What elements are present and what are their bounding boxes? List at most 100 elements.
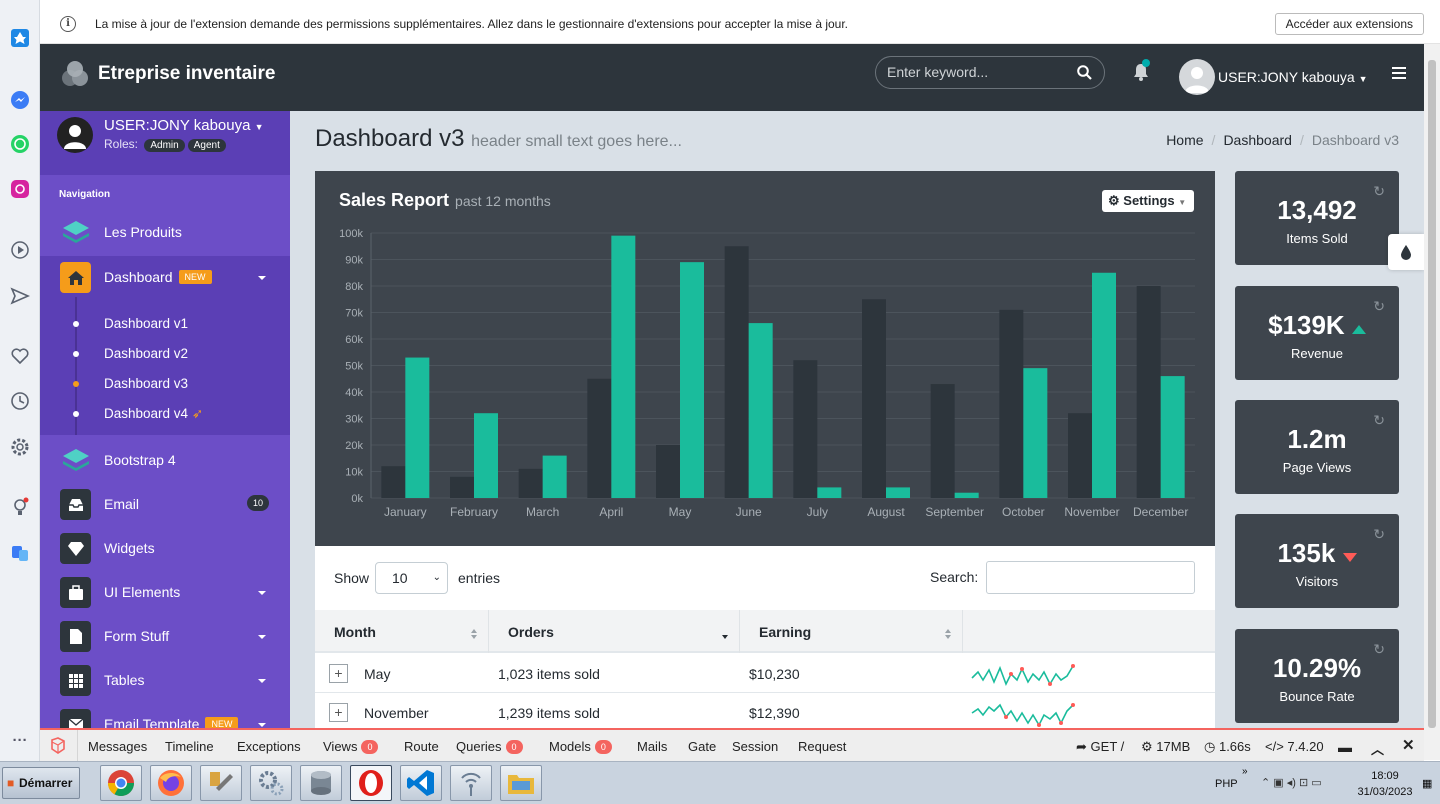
sidebar-item-widgets[interactable]: Widgets — [40, 527, 290, 569]
refresh-icon[interactable]: ↻ — [1373, 183, 1385, 199]
messenger-icon[interactable] — [10, 90, 30, 110]
cell-orders: 1,023 items sold — [498, 666, 600, 682]
sidebar-item-ui-elements[interactable]: UI Elements — [40, 571, 290, 613]
expand-row-icon[interactable]: + — [329, 703, 348, 722]
sidebar-profile[interactable]: USER:JONY kabouya ▼ Roles: Admin Agent — [40, 111, 290, 175]
player-icon[interactable] — [10, 240, 30, 260]
debug-tab-mails[interactable]: Mails — [637, 739, 668, 754]
opera-app[interactable] — [350, 765, 392, 801]
debug-tab-queries[interactable]: Queries 0 — [456, 739, 523, 754]
refresh-icon[interactable]: ↻ — [1373, 526, 1385, 542]
sidebar-item-dashboard[interactable]: Dashboard NEW — [40, 256, 290, 298]
vscode-app[interactable] — [400, 765, 442, 801]
new-badge: NEW — [178, 270, 212, 284]
debug-tab-session[interactable]: Session — [732, 739, 779, 754]
sidebar-item-bootstrap[interactable]: Bootstrap 4 — [40, 439, 290, 481]
submenu-dashboard-v2[interactable]: Dashboard v2 — [104, 346, 189, 361]
refresh-icon[interactable]: ↻ — [1373, 412, 1385, 428]
whatsapp-icon[interactable] — [10, 134, 30, 154]
code-icon: </> — [1265, 739, 1284, 754]
more-icon[interactable]: ··· — [12, 731, 28, 749]
bar-october-series-2 — [1023, 368, 1048, 498]
sidebar-item-form-stuff[interactable]: Form Stuff — [40, 615, 290, 657]
theme-panel-toggle[interactable] — [1388, 234, 1424, 270]
clock-date: 31/03/2023 — [1357, 786, 1413, 798]
menu-toggle-icon[interactable] — [1392, 66, 1406, 80]
sort-icon[interactable] — [471, 629, 477, 639]
x-tick-label: June — [736, 505, 762, 519]
gear-icon: ⚙ — [1108, 193, 1120, 208]
language-indicator[interactable]: PHP — [1215, 778, 1238, 790]
heart-icon[interactable] — [10, 346, 30, 366]
database-app[interactable] — [300, 765, 342, 801]
tips-lightbulb-icon[interactable] — [10, 497, 30, 517]
table-row[interactable]: + May 1,023 items sold $10,230 — [315, 654, 1215, 693]
wifi-icon — [461, 772, 481, 796]
submenu-dashboard-v4[interactable]: Dashboard v4 ➶ — [104, 406, 203, 422]
debug-tab-gate[interactable]: Gate — [688, 739, 717, 754]
column-header-month[interactable]: Month — [334, 624, 376, 640]
header-search-input[interactable] — [887, 64, 1077, 80]
notifications-bell-icon[interactable] — [1133, 63, 1149, 81]
tools-app[interactable] — [200, 765, 242, 801]
tray-icons[interactable]: ⌃ ▣ ◂) ⊡ ▭ — [1261, 777, 1322, 789]
sidebar-item-email-template[interactable]: Email Template NEW — [40, 703, 290, 728]
settings-dropdown-button[interactable]: ⚙ Settings ▼ — [1102, 190, 1194, 212]
chrome-app[interactable] — [100, 765, 142, 801]
sidebar-item-tables[interactable]: Tables — [40, 659, 290, 701]
refresh-icon[interactable]: ↻ — [1373, 298, 1385, 314]
tray-expand-icon[interactable]: » — [1242, 766, 1248, 777]
breadcrumb-home[interactable]: Home — [1166, 132, 1204, 148]
expand-row-icon[interactable]: + — [329, 664, 348, 683]
tray-clock[interactable]: 18:09 31/03/2023 — [1350, 768, 1420, 800]
user-avatar[interactable] — [1179, 59, 1215, 95]
sidebar-item-produits[interactable]: Les Produits — [40, 211, 290, 253]
debug-tab-timeline[interactable]: Timeline — [165, 739, 214, 754]
maximize-chevron-up-icon[interactable]: ︿ — [1371, 742, 1385, 757]
open-folder-icon[interactable]: ▬ — [1338, 739, 1352, 755]
page-title-text: Dashboard v3 — [315, 125, 465, 152]
table-search-input[interactable] — [986, 561, 1195, 594]
roles-label: Roles: — [104, 137, 139, 151]
start-button[interactable]: ■ Démarrer — [2, 767, 80, 799]
column-header-earning[interactable]: Earning — [759, 624, 812, 640]
submenu-dashboard-v3[interactable]: Dashboard v3 — [104, 376, 189, 391]
search-icon[interactable] — [1077, 65, 1092, 80]
entries-select[interactable]: 10 ⌄ — [375, 562, 448, 594]
user-menu[interactable]: USER:JONY kabouya ▼ — [1218, 69, 1368, 85]
network-app[interactable] — [450, 765, 492, 801]
sort-desc-icon[interactable] — [722, 629, 728, 639]
extensions-button[interactable]: Accéder aux extensions — [1274, 13, 1424, 35]
sidebar-user[interactable]: USER:JONY kabouya ▼ — [104, 117, 264, 134]
history-icon[interactable] — [10, 391, 30, 411]
translate-icon[interactable] — [10, 543, 30, 563]
send-icon[interactable] — [10, 286, 30, 306]
debug-tab-models[interactable]: Models 0 — [549, 739, 612, 754]
show-desktop-icon[interactable]: ▦ — [1422, 778, 1433, 790]
debug-tab-exceptions[interactable]: Exceptions — [237, 739, 301, 754]
firefox-app[interactable] — [150, 765, 192, 801]
scrollbar-thumb[interactable] — [1428, 60, 1436, 728]
brand-name[interactable]: Etreprise inventaire — [98, 63, 276, 84]
debug-tab-route[interactable]: Route — [404, 739, 439, 754]
breadcrumb-dashboard[interactable]: Dashboard — [1223, 132, 1292, 148]
column-header-orders[interactable]: Orders — [508, 624, 554, 640]
opera-speed-dial-icon[interactable] — [10, 28, 30, 48]
debug-tab-messages[interactable]: Messages — [88, 739, 148, 754]
settings-gear-icon[interactable] — [10, 437, 30, 457]
instagram-icon[interactable] — [10, 179, 30, 199]
sort-icon[interactable] — [945, 629, 951, 639]
sidebar-item-label: Les Produits — [104, 224, 182, 240]
debug-tab-views[interactable]: Views 0 — [323, 739, 379, 754]
page-scrollbar[interactable] — [1424, 44, 1440, 760]
table-row[interactable]: + November 1,239 items sold $12,390 — [315, 693, 1215, 728]
laravel-logo-icon[interactable] — [50, 737, 68, 755]
debug-tab-request[interactable]: Request — [798, 739, 847, 754]
explorer-app[interactable] — [500, 765, 542, 801]
settings-app[interactable] — [250, 765, 292, 801]
refresh-icon[interactable]: ↻ — [1373, 641, 1385, 657]
submenu-dashboard-v1[interactable]: Dashboard v1 — [104, 316, 189, 331]
sidebar-item-email[interactable]: Email 10 — [40, 483, 290, 525]
close-icon[interactable]: ✕ — [1402, 737, 1415, 754]
sparkline — [971, 703, 1075, 727]
